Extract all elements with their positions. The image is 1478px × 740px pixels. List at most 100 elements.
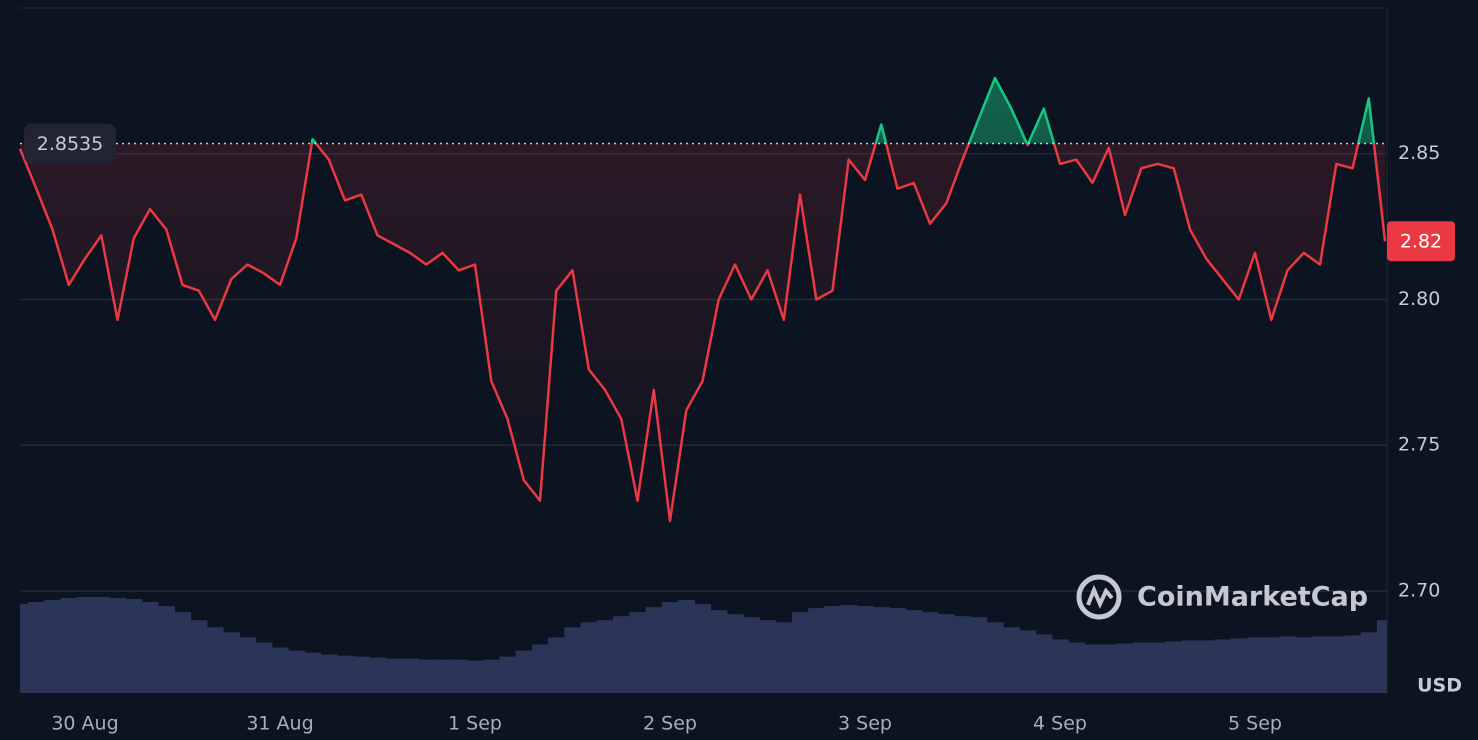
volume-bar xyxy=(678,600,695,693)
volume-bar xyxy=(808,608,825,693)
volume-bar xyxy=(743,617,760,693)
plot xyxy=(18,76,1387,523)
x-tick-label: 3 Sep xyxy=(838,713,892,735)
volume-bar xyxy=(921,612,939,693)
volume-bar xyxy=(1149,642,1167,693)
volume-bar xyxy=(401,658,419,693)
volume-bar xyxy=(1003,627,1020,693)
volume-bar xyxy=(970,617,988,693)
watermark: CoinMarketCap xyxy=(1076,574,1368,620)
area-down xyxy=(20,143,1385,521)
volume-bar xyxy=(1295,637,1313,693)
volume-bar xyxy=(1181,640,1199,693)
baseline-label: 2.8535 xyxy=(37,133,103,155)
volume-bar xyxy=(564,627,582,693)
baseline-label-box xyxy=(24,123,116,164)
volume-bar xyxy=(1051,639,1069,693)
volume-bar xyxy=(450,659,468,693)
volume-bar xyxy=(1360,632,1378,693)
volume-bar xyxy=(60,598,78,693)
x-tick-label: 31 Aug xyxy=(246,713,313,735)
volume-bar xyxy=(109,598,127,693)
volume-bar xyxy=(336,655,354,693)
volume-bar xyxy=(76,597,94,693)
volume-bar xyxy=(369,657,387,693)
volume-bar xyxy=(1100,644,1118,693)
x-tick-label: 1 Sep xyxy=(448,713,502,735)
volume-bar xyxy=(726,614,744,693)
volume-bar xyxy=(1230,638,1248,693)
volume-bar xyxy=(418,659,435,693)
volume-bar xyxy=(954,616,972,693)
y-tick-label: 2.70 xyxy=(1398,579,1440,601)
volume-bar xyxy=(548,637,565,693)
y-tick-label: 2.80 xyxy=(1398,288,1440,310)
volume-bar xyxy=(775,622,793,693)
volume-bar xyxy=(1116,643,1134,693)
x-tick-label: 4 Sep xyxy=(1033,713,1087,735)
volume-bar xyxy=(515,650,533,693)
volume-bar xyxy=(629,612,647,693)
volume-bar xyxy=(239,637,257,693)
volume-bar xyxy=(1198,640,1215,693)
volume-bar xyxy=(288,650,305,693)
volume-bar xyxy=(889,608,907,693)
volume-bar xyxy=(190,620,208,693)
y-tick-label: 2.85 xyxy=(1398,142,1440,164)
volume-bar xyxy=(174,612,192,693)
volume-bar xyxy=(613,616,630,693)
volume-bar xyxy=(385,658,403,693)
volume-bar xyxy=(596,620,614,693)
volume-bar xyxy=(1133,642,1150,693)
price-line-down xyxy=(18,143,1387,523)
x-tick-label: 2 Sep xyxy=(643,713,697,735)
volume-bar xyxy=(791,612,809,693)
volume-bar xyxy=(353,656,370,693)
volume-bar xyxy=(1263,637,1280,693)
volume xyxy=(20,597,1387,693)
price-tag-label: 2.82 xyxy=(1400,231,1442,253)
volume-bar xyxy=(1068,642,1085,693)
x-tick-label: 30 Aug xyxy=(51,713,118,735)
volume-bar xyxy=(531,644,549,693)
price-tag xyxy=(1387,221,1455,262)
volume-bar xyxy=(1311,636,1329,693)
unit-label: USD xyxy=(1417,675,1462,697)
volume-bar xyxy=(824,606,842,693)
volume-bar xyxy=(580,622,598,693)
volume-bar xyxy=(434,659,452,693)
volume-bar xyxy=(1019,630,1037,693)
volume-bar xyxy=(986,622,1004,693)
volume-bar xyxy=(320,654,338,693)
volume-bar xyxy=(271,647,289,693)
volume-bar xyxy=(255,642,273,693)
volume-bar xyxy=(206,627,224,693)
volume-bar xyxy=(661,602,679,693)
volume-bar xyxy=(710,610,728,693)
volume-bar xyxy=(856,606,874,693)
volume-bar xyxy=(223,632,240,693)
volume-bar xyxy=(93,597,110,693)
x-tick-label: 5 Sep xyxy=(1228,713,1282,735)
volume-bar xyxy=(1376,620,1387,693)
volume-bar xyxy=(1328,636,1345,693)
watermark-text: CoinMarketCap xyxy=(1137,582,1368,613)
volume-bar xyxy=(938,614,955,693)
volume-bar xyxy=(158,606,175,693)
volume-bar xyxy=(141,602,159,693)
volume-bar xyxy=(694,604,712,693)
volume-bar xyxy=(645,607,663,693)
volume-bar xyxy=(905,610,923,693)
volume-bar xyxy=(1165,641,1183,693)
volume-bar xyxy=(1084,644,1102,693)
volume-bar xyxy=(759,620,777,693)
volume-bar xyxy=(499,656,517,693)
volume-bar xyxy=(1246,637,1264,693)
volume-bar xyxy=(483,659,500,693)
volume-bar xyxy=(1344,635,1362,693)
volume-bar xyxy=(873,607,890,693)
volume-bar xyxy=(304,652,322,693)
volume-bar xyxy=(466,660,484,693)
volume-bar xyxy=(125,599,143,693)
